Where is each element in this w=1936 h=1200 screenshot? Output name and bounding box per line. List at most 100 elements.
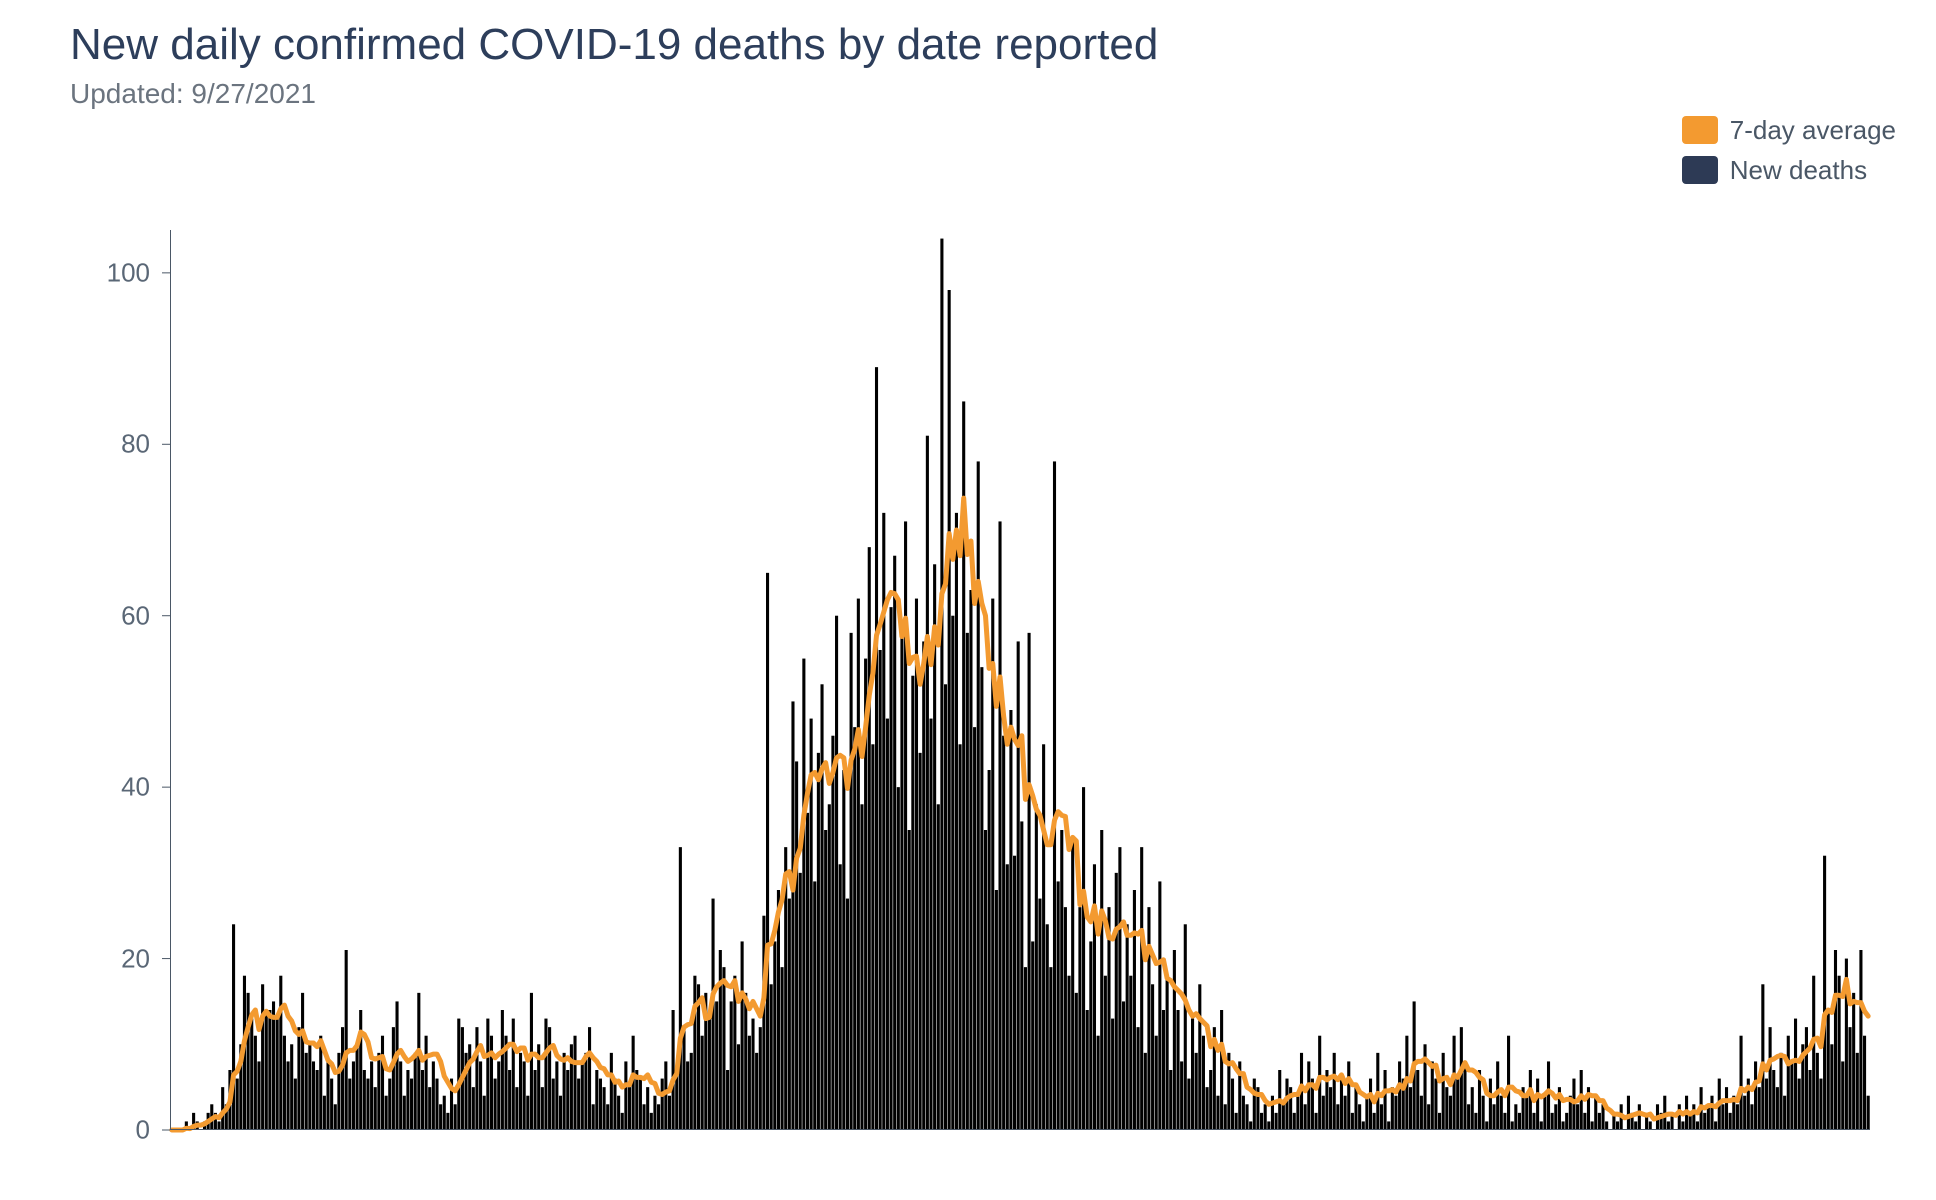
bar [1267, 1121, 1270, 1130]
bar [555, 1061, 558, 1130]
bar [377, 1053, 380, 1130]
legend: 7-day average New deaths [1682, 110, 1896, 190]
bar [1144, 1053, 1147, 1130]
bar [1474, 1113, 1477, 1130]
bar [1794, 1019, 1797, 1130]
bar [1162, 1010, 1165, 1130]
bar [1140, 847, 1143, 1130]
bar [217, 1121, 220, 1130]
bar [817, 753, 820, 1130]
bar [1391, 1087, 1394, 1130]
bar [1351, 1113, 1354, 1130]
bar [1169, 1070, 1172, 1130]
bar [1060, 830, 1063, 1130]
bar [1293, 1113, 1296, 1130]
bar [1442, 1053, 1445, 1130]
bar [399, 1061, 402, 1130]
bar [508, 1070, 511, 1130]
bar [515, 1087, 518, 1130]
chart-title: New daily confirmed COVID-19 deaths by d… [70, 20, 1158, 70]
bar [1365, 1096, 1368, 1130]
bar [850, 633, 853, 1130]
bar [1187, 1079, 1190, 1130]
bar [457, 1019, 460, 1130]
bar [904, 521, 907, 1130]
bar [312, 1061, 315, 1130]
bar [305, 1053, 308, 1130]
bar [1224, 1104, 1227, 1130]
bar [1819, 1079, 1822, 1130]
bar [479, 1061, 482, 1130]
bar [1750, 1104, 1753, 1130]
bar [1754, 1061, 1757, 1130]
bar [1409, 1087, 1412, 1130]
bar [494, 1079, 497, 1130]
bar [693, 976, 696, 1130]
bar [1329, 1087, 1332, 1130]
bar [661, 1079, 664, 1130]
bar [1540, 1121, 1543, 1130]
bar [265, 1010, 268, 1130]
bar [1176, 1010, 1179, 1130]
bar [973, 727, 976, 1130]
bar [1264, 1104, 1267, 1130]
bar [1696, 1121, 1699, 1130]
bar [1634, 1121, 1637, 1130]
bar [341, 1027, 344, 1130]
bar [886, 719, 889, 1130]
bar [1562, 1121, 1565, 1130]
chart-subtitle: Updated: 9/27/2021 [70, 78, 316, 110]
bar [944, 684, 947, 1130]
bar [1678, 1104, 1681, 1130]
bar [1830, 1044, 1833, 1130]
bar [1002, 736, 1005, 1130]
bar [1827, 1010, 1830, 1130]
bar [287, 1061, 290, 1130]
bar [839, 864, 842, 1130]
bar [995, 890, 998, 1130]
bar [417, 993, 420, 1130]
bar [308, 1044, 311, 1130]
y-tick-label: 80 [70, 429, 150, 460]
bar [559, 1096, 562, 1130]
bar [722, 967, 725, 1130]
bar [381, 1036, 384, 1130]
bar [679, 847, 682, 1130]
bar [1616, 1121, 1619, 1130]
bar [254, 1036, 257, 1130]
bar [276, 1019, 279, 1130]
bar [893, 556, 896, 1130]
bar [1438, 1113, 1441, 1130]
bar [345, 950, 348, 1130]
bar [1467, 1104, 1470, 1130]
bar [824, 830, 827, 1130]
bar [1235, 1113, 1238, 1130]
legend-item-avg: 7-day average [1682, 110, 1896, 150]
bar [1082, 787, 1085, 1130]
bar [374, 1087, 377, 1130]
bar [1344, 1096, 1347, 1130]
bar [1024, 967, 1027, 1130]
bar [959, 744, 962, 1130]
bar [1195, 1053, 1198, 1130]
bar [1761, 984, 1764, 1130]
bar [330, 1079, 333, 1130]
bar [1736, 1104, 1739, 1130]
bar [592, 1104, 595, 1130]
bar [653, 1096, 656, 1130]
bar [1231, 1079, 1234, 1130]
bar [1536, 1079, 1539, 1130]
bar [392, 1027, 395, 1130]
bar [868, 547, 871, 1130]
bar [1852, 993, 1855, 1130]
bar [890, 607, 893, 1130]
bar [1431, 1061, 1434, 1130]
bar [853, 727, 856, 1130]
bar [737, 1044, 740, 1130]
bar [1500, 1096, 1503, 1130]
bar [1358, 1104, 1361, 1130]
bar [650, 1113, 653, 1130]
bar [588, 1027, 591, 1130]
bar [1518, 1113, 1521, 1130]
bar [1398, 1061, 1401, 1130]
